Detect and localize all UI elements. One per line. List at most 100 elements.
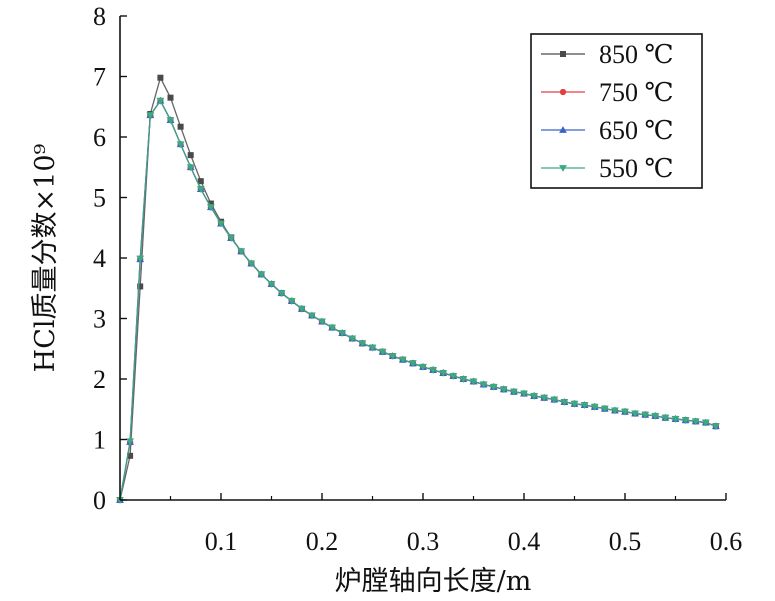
- data-point: [318, 318, 326, 326]
- x-tick-label: 0.6: [710, 527, 743, 556]
- x-tick-label: 0.4: [508, 527, 541, 556]
- data-point: [368, 344, 377, 352]
- series-550C: [116, 97, 720, 504]
- data-point: [328, 324, 336, 332]
- data-point: [308, 312, 316, 320]
- data-point: [166, 117, 175, 124]
- data-point: [691, 418, 700, 426]
- data-point: [398, 356, 407, 364]
- y-tick-label: 3: [93, 305, 106, 334]
- data-point: [600, 405, 609, 413]
- data-point: [388, 353, 397, 360]
- data-point: [338, 330, 347, 337]
- data-point: [499, 386, 508, 394]
- data-point: [560, 399, 569, 406]
- data-point: [348, 335, 357, 343]
- data-point: [227, 235, 235, 242]
- data-point: [661, 414, 670, 422]
- data-point: [701, 419, 710, 427]
- plot-area: 0 1 2 3 4 5 6 7 8 0.1 0.2 0.3 0.4 0.5 0.6: [93, 2, 742, 556]
- data-point: [146, 112, 155, 120]
- legend-marker: [560, 51, 566, 57]
- legend-box: [530, 33, 703, 189]
- data-point: [197, 178, 204, 185]
- legend-marker: [559, 165, 567, 172]
- data-point: [157, 74, 164, 81]
- data-point: [580, 402, 589, 409]
- data-point: [621, 408, 629, 416]
- x-tick-label: 0.5: [609, 527, 642, 556]
- y-tick-label: 4: [93, 244, 106, 273]
- data-point: [207, 204, 215, 212]
- data-point: [550, 396, 559, 404]
- legend-label: 550 ℃: [599, 154, 674, 183]
- x-tick-label: 0.2: [306, 527, 339, 556]
- data-point: [177, 123, 184, 130]
- y-tick-label: 6: [93, 123, 106, 152]
- data-point: [459, 376, 468, 383]
- data-point: [137, 283, 144, 290]
- data-point: [540, 394, 549, 402]
- data-point: [378, 348, 387, 356]
- data-point: [156, 97, 165, 105]
- legend-label: 650 ℃: [599, 116, 674, 145]
- data-point: [429, 367, 437, 374]
- data-point: [671, 416, 680, 423]
- data-point: [167, 94, 174, 101]
- data-point: [419, 363, 427, 371]
- y-tick-label: 0: [93, 486, 106, 515]
- x-axis-title: 炉膛轴向长度/m: [335, 566, 532, 597]
- y-axis-title: HCl质量分数×10⁹: [30, 144, 61, 373]
- data-point: [469, 378, 478, 386]
- data-point: [530, 393, 538, 400]
- data-point: [489, 383, 498, 391]
- data-point: [479, 381, 488, 389]
- data-point: [257, 271, 266, 279]
- data-point: [641, 411, 650, 419]
- data-point: [187, 152, 194, 159]
- legend-item: 650 ℃: [541, 116, 674, 145]
- legend-marker: [559, 88, 567, 96]
- y-tick-label: 5: [93, 184, 106, 213]
- data-point: [237, 248, 246, 256]
- data-point: [186, 164, 195, 172]
- data-point: [520, 390, 528, 398]
- data-point: [439, 370, 448, 377]
- data-point: [127, 452, 134, 459]
- legend-marker: [559, 126, 567, 133]
- y-tick-label: 7: [93, 63, 106, 92]
- x-tick-label: 0.1: [205, 527, 238, 556]
- data-point: [409, 360, 417, 368]
- data-point: [136, 255, 145, 263]
- data-point: [267, 281, 276, 288]
- data-point: [196, 186, 205, 193]
- data-point: [126, 438, 134, 446]
- y-tick-label: 8: [93, 2, 106, 31]
- data-point: [590, 403, 599, 411]
- data-point: [247, 260, 256, 268]
- legend: 850 ℃ 750 ℃ 650 ℃ 550 ℃: [530, 33, 703, 189]
- data-point: [176, 141, 185, 149]
- legend-item: 550 ℃: [541, 154, 674, 183]
- data-point: [570, 400, 579, 408]
- x-tick-label: 0.3: [407, 527, 440, 556]
- data-point: [681, 417, 690, 425]
- legend-label: 750 ℃: [599, 78, 674, 107]
- legend-item: 850 ℃: [541, 40, 674, 69]
- data-point: [358, 340, 367, 348]
- data-point: [277, 290, 286, 297]
- y-tick-label: 2: [93, 365, 106, 394]
- data-point: [217, 220, 225, 228]
- legend-label: 850 ℃: [599, 40, 674, 69]
- data-point: [611, 407, 619, 415]
- data-point: [631, 410, 639, 418]
- data-point: [287, 298, 296, 305]
- data-point: [510, 388, 518, 396]
- data-point: [449, 373, 458, 380]
- ticks-layer: 0 1 2 3 4 5 6 7 8 0.1 0.2 0.3 0.4 0.5 0.6: [93, 2, 742, 556]
- data-point: [712, 423, 720, 431]
- y-tick-label: 1: [93, 426, 106, 455]
- legend-item: 750 ℃: [541, 78, 674, 107]
- data-point: [651, 412, 660, 420]
